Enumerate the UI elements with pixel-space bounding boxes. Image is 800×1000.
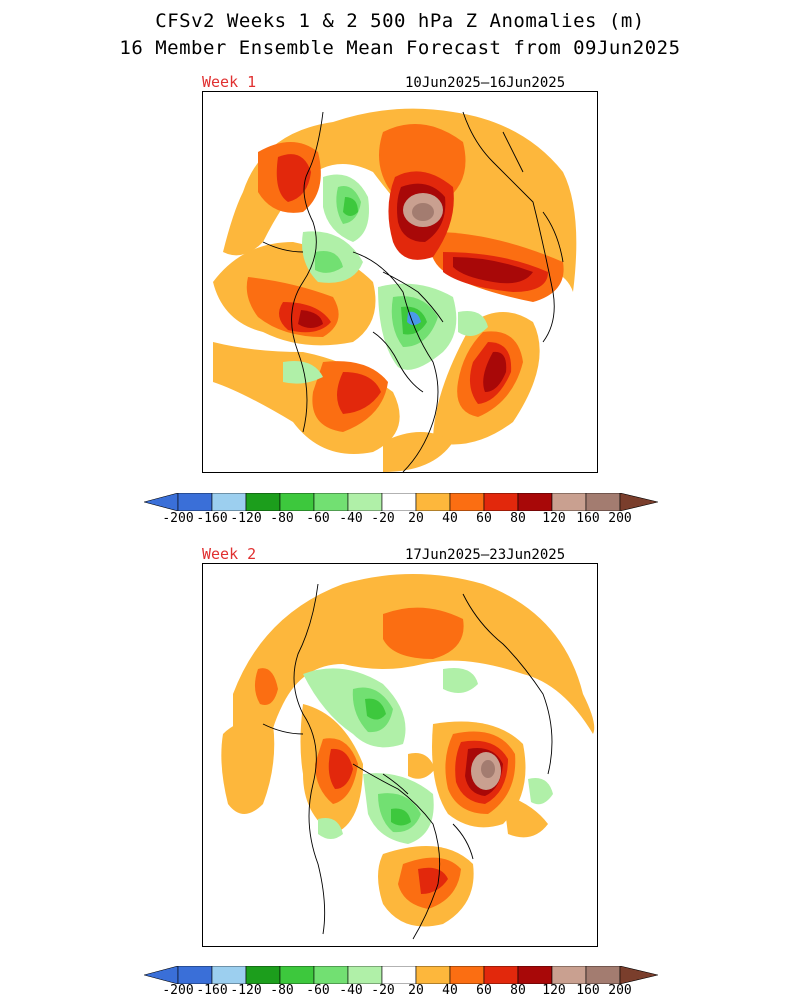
cb1-label: 200 <box>608 511 632 526</box>
cb2-label: 120 <box>542 983 566 998</box>
cb1-label: 20 <box>408 511 424 526</box>
cb2-label: -60 <box>306 983 330 998</box>
cb2-label: 200 <box>608 983 632 998</box>
cb1-label: 60 <box>476 511 492 526</box>
colorbar-2 <box>144 966 658 984</box>
title-line-2: 16 Member Ensemble Mean Forecast from 09… <box>119 37 681 59</box>
cb2-label: -200 <box>162 983 194 998</box>
cb1-label: -40 <box>339 511 363 526</box>
cb2-label: -120 <box>230 983 262 998</box>
cb1-label: 120 <box>542 511 566 526</box>
cb2-label: -40 <box>339 983 363 998</box>
cb1-label: -20 <box>371 511 395 526</box>
cb2-label: -160 <box>196 983 228 998</box>
cb1-label: 80 <box>510 511 526 526</box>
cb1-label: -120 <box>230 511 262 526</box>
cb2-label: -80 <box>270 983 294 998</box>
cb1-label: 160 <box>576 511 600 526</box>
cb1-label: -60 <box>306 511 330 526</box>
cb1-label: -80 <box>270 511 294 526</box>
week-2-anomaly-field <box>211 574 595 946</box>
cb2-label: 60 <box>476 983 492 998</box>
cb2-label: 160 <box>576 983 600 998</box>
week-1-anomaly-field <box>211 104 591 472</box>
cb1-label: -200 <box>162 511 194 526</box>
cb1-label: 40 <box>442 511 458 526</box>
cb1-label: -160 <box>196 511 228 526</box>
cb2-label: 20 <box>408 983 424 998</box>
cb2-label: 80 <box>510 983 526 998</box>
week-2-label: Week 2 <box>202 545 257 563</box>
week-1-label: Week 1 <box>202 73 257 91</box>
week-2-dates: 17Jun2025–23Jun2025 <box>405 547 566 563</box>
week-1-map <box>202 91 598 473</box>
week-2-map <box>202 563 598 947</box>
cb2-label: 40 <box>442 983 458 998</box>
colorbar-1 <box>144 493 658 511</box>
week-1-dates: 10Jun2025–16Jun2025 <box>405 75 566 91</box>
cb2-label: -20 <box>371 983 395 998</box>
title-line-1: CFSv2 Weeks 1 & 2 500 hPa Z Anomalies (m… <box>155 10 645 32</box>
